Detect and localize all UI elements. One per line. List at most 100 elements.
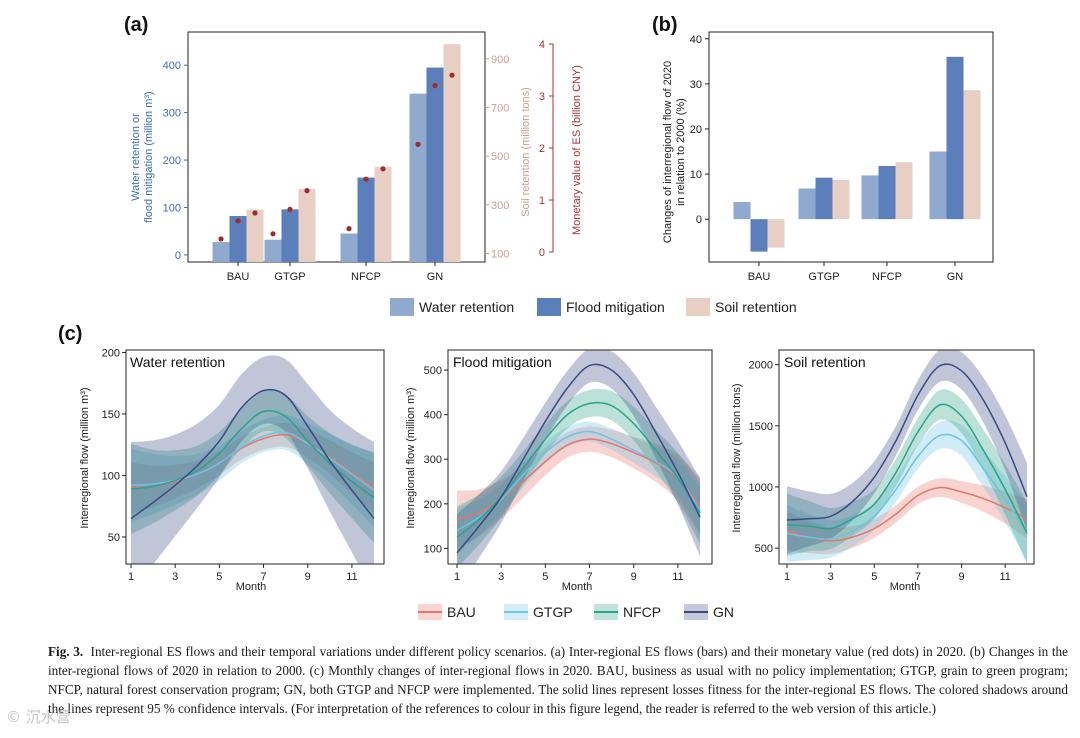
- money-dot-gn-2: [449, 72, 455, 78]
- c2-xtick-label: 9: [631, 571, 637, 583]
- bar-a-gn-2: [443, 44, 461, 262]
- c3-ytick-label: 2000: [749, 360, 773, 372]
- b-xtick-label: GTGP: [808, 271, 839, 283]
- a-y3tick-label: 3: [539, 91, 545, 103]
- legend-label-2: Soil retention: [715, 299, 797, 315]
- band-c1-nfcp: [131, 390, 374, 543]
- band-c1-gtgp: [131, 414, 374, 527]
- legend-line-label-1: GTGP: [533, 604, 573, 620]
- b-ytick-label: 30: [690, 79, 702, 91]
- a-ytick-label: 100: [163, 202, 181, 214]
- b-ytick-label: 10: [690, 169, 702, 181]
- money-dot-gn-1: [432, 83, 438, 89]
- c2-xtick-label: 11: [672, 571, 683, 583]
- a-y3tick-label: 0: [539, 247, 545, 259]
- c3-ytick-label: 500: [755, 543, 773, 555]
- a-xtick-label: NFCP: [351, 271, 381, 283]
- c3-ytick-label: 1500: [749, 421, 773, 433]
- legend-label-0: Water retention: [419, 299, 514, 315]
- a-ytick-label: 400: [163, 60, 181, 72]
- c2-xtick-label: 3: [498, 571, 504, 583]
- bar-a-gtgp-0: [264, 239, 282, 262]
- money-dot-gtgp-2: [304, 188, 310, 194]
- band-c2-bau: [457, 426, 700, 549]
- c1-ytick-label: 100: [102, 470, 120, 482]
- c3-xtick-label: 5: [871, 571, 877, 583]
- c2-xtick-label: 5: [542, 571, 548, 583]
- panel-a-ylabel-money: Monetary value of ES (billion CNY): [571, 65, 583, 235]
- panel-c-soil-xlabel: Month: [890, 581, 921, 593]
- a-y3tick-label: 1: [539, 195, 545, 207]
- line-c3-bau: [786, 486, 1028, 542]
- c1-xtick-label: 11: [346, 571, 357, 583]
- c2-ytick-label: 200: [424, 499, 442, 511]
- panel-c-flood-ylabel: Interregional flow (million m³): [405, 387, 417, 528]
- panel-a-ylabel-1: Water retention or: [130, 113, 142, 201]
- line-c1-nfcp: [130, 409, 375, 499]
- money-dot-bau-1: [235, 218, 241, 224]
- panel-c-water-frame: [125, 349, 385, 565]
- caption-lead: Fig. 3.: [48, 644, 84, 659]
- legend-swatch-1: [537, 298, 561, 316]
- money-dot-gtgp-0: [270, 231, 276, 237]
- panel-c-water-ylabel: Interregional flow (million m³): [79, 387, 91, 528]
- band-c3-bau: [787, 477, 1027, 555]
- bar-a-nfcp-0: [340, 233, 358, 262]
- b-ytick-label: 40: [690, 34, 702, 46]
- line-c2-gn: [456, 363, 701, 554]
- c2-ytick-label: 500: [424, 365, 442, 377]
- legend-swatch-2: [686, 298, 710, 316]
- money-dot-gn-0: [415, 141, 421, 147]
- a-y2tick-label: 300: [491, 200, 509, 212]
- c1-xtick-label: 9: [305, 571, 311, 583]
- money-dot-gtgp-1: [287, 206, 293, 212]
- bar-b-gtgp-1: [815, 177, 833, 220]
- caption-text: Inter-regional ES flows and their tempor…: [48, 644, 1068, 716]
- bar-a-nfcp-2: [374, 167, 392, 262]
- bar-b-bau-2: [767, 219, 785, 248]
- panel-c-water: Water retention 50 100 150 200 1 3 5 7 9 11 Month…: [79, 347, 385, 593]
- money-dot-bau-0: [218, 236, 224, 242]
- band-c3-gtgp: [787, 420, 1027, 562]
- a-y2tick-label: 900: [491, 54, 509, 66]
- a-xtick-label: GTGP: [274, 271, 305, 283]
- panel-label-c: (c): [58, 323, 82, 345]
- b-ytick-label: 0: [696, 214, 702, 226]
- panel-c-soil-frame: [778, 349, 1035, 565]
- legend-swatch-0: [390, 298, 414, 316]
- bar-b-gn-2: [963, 90, 981, 220]
- c1-xtick-label: 7: [260, 571, 266, 583]
- line-c3-nfcp: [786, 403, 1028, 534]
- band-c3-nfcp: [787, 389, 1027, 564]
- c1-ytick-label: 150: [102, 409, 120, 421]
- a-y2tick-label: 500: [491, 151, 509, 163]
- a-ytick-label: 0: [175, 250, 181, 262]
- panel-b-ylabel-1: Changes of interregional flow of 2020: [662, 61, 674, 243]
- panel-label-b: (b): [652, 14, 678, 36]
- legend-label-1: Flood mitigation: [566, 299, 665, 315]
- panel-c-flood-title: Flood mitigation: [453, 354, 552, 370]
- c3-xtick-label: 11: [999, 571, 1010, 583]
- bar-a-bau-1: [229, 216, 247, 262]
- c2-xtick-label: 7: [586, 571, 592, 583]
- c3-ytick-label: 1000: [749, 482, 773, 494]
- panel-c-soil-ylabel: Interregional flow (million tons): [731, 383, 743, 532]
- panel-a: 0 100 200 300 400 100 300 500 700 900 0 1 2 3 4 BAU G…: [130, 31, 583, 283]
- panel-label-a: (a): [124, 14, 148, 36]
- panel-b-frame: [708, 31, 994, 263]
- c3-xtick-label: 9: [958, 571, 964, 583]
- panel-b-ylabel-2: in relation to 2000 (%): [675, 98, 687, 206]
- a-y3tick-label: 2: [539, 143, 545, 155]
- legend-line-label-0: BAU: [447, 604, 476, 620]
- panel-b: 0 10 20 30 40 BAU GTGP NFCP GN Changes of inter…: [662, 31, 994, 283]
- bar-a-gtgp-2: [298, 188, 316, 262]
- panel-c-flood-xlabel: Month: [562, 581, 593, 593]
- bar-b-bau-0: [733, 202, 751, 220]
- bar-a-bau-2: [246, 209, 264, 262]
- bar-b-gn-0: [929, 151, 947, 220]
- line-c3-gtgp: [786, 433, 1028, 540]
- band-c1-bau: [131, 422, 374, 514]
- panel-c-flood-frame: [447, 349, 713, 565]
- c1-ytick-label: 50: [108, 532, 120, 544]
